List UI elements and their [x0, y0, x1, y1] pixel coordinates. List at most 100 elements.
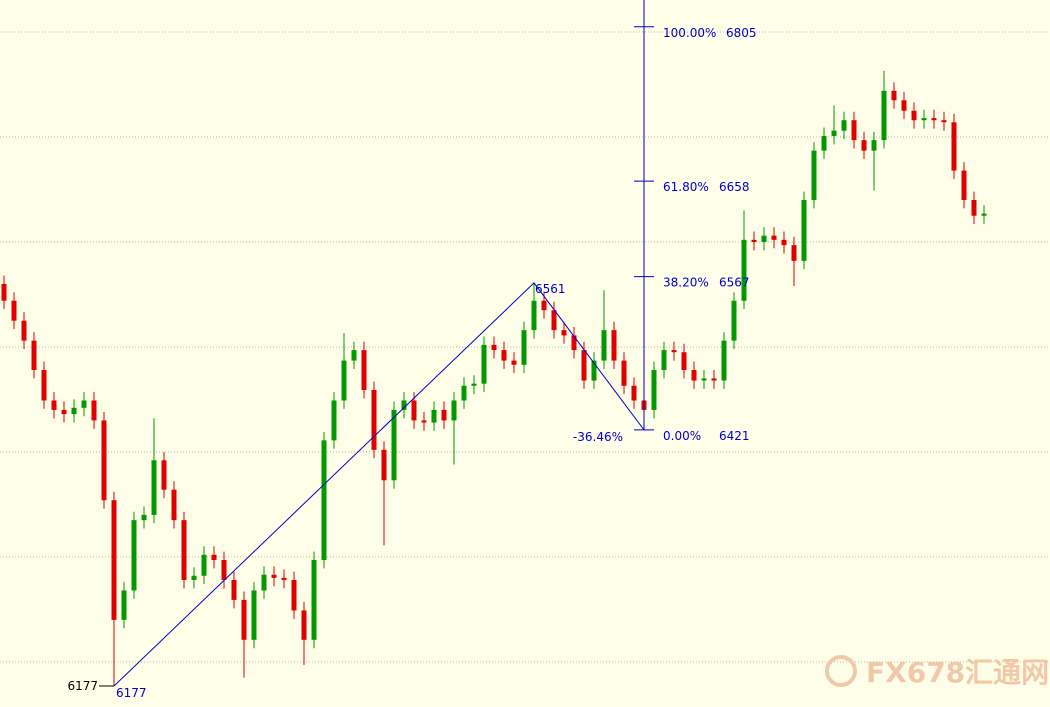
candle-body — [651, 370, 657, 410]
candle-body — [41, 370, 47, 401]
candle-body — [931, 118, 937, 121]
candle-body — [341, 360, 347, 401]
candle-body — [291, 579, 297, 611]
candle-body — [781, 239, 787, 246]
candle-body — [141, 514, 147, 521]
candle-body — [501, 350, 507, 361]
pivot-low-label: 6177 — [116, 686, 147, 700]
candle-body — [191, 575, 197, 580]
candle-body — [491, 344, 497, 351]
candle-body — [311, 560, 317, 640]
candle-body — [121, 590, 127, 620]
candle-body — [761, 235, 767, 242]
candle-body — [521, 330, 527, 365]
candle-body — [171, 489, 177, 521]
candle-body — [911, 110, 917, 121]
candle-body — [101, 420, 107, 501]
candle-body — [391, 409, 397, 481]
candle-body — [691, 370, 697, 381]
candle-body — [231, 579, 237, 600]
fib-level-price: 6421 — [719, 429, 750, 443]
candle-body — [131, 520, 137, 591]
candle-body — [461, 385, 467, 401]
candle-body — [431, 409, 437, 423]
candle-body — [661, 350, 667, 371]
candle-body — [451, 400, 457, 421]
candle-body — [241, 599, 247, 640]
candle-body — [631, 385, 637, 401]
candle-body — [91, 400, 97, 421]
watermark: FX678汇通网 — [866, 656, 1049, 689]
candle-body — [551, 310, 557, 331]
candle-body — [711, 378, 717, 381]
fib-level-price: 6567 — [719, 276, 750, 290]
candle-body — [531, 300, 537, 331]
candle-body — [21, 320, 27, 341]
candle-body — [1, 283, 7, 301]
candle-body — [351, 350, 357, 361]
candle-body — [251, 590, 257, 640]
candle-body — [541, 300, 547, 311]
candle-body — [81, 400, 87, 408]
fib-level-ratio: 38.20% — [663, 276, 709, 290]
candle-body — [301, 610, 307, 640]
candle-body — [561, 330, 567, 336]
candle-body — [811, 150, 817, 200]
candle-body — [111, 500, 117, 620]
fib-level-price: 6658 — [719, 180, 750, 194]
candle-body — [361, 350, 367, 390]
candle-body — [971, 199, 977, 216]
candle-body — [701, 378, 707, 381]
candle-body — [881, 90, 887, 141]
candle-body — [921, 118, 927, 121]
candle-body — [871, 140, 877, 151]
candle-body — [831, 130, 837, 136]
candle-body — [621, 360, 627, 386]
candle-body — [381, 449, 387, 481]
pivot-low-price-label: 6177 — [67, 679, 98, 693]
fib-level-ratio: 61.80% — [663, 180, 709, 194]
candle-body — [801, 199, 807, 261]
candle-body — [161, 460, 167, 490]
candle-body — [901, 100, 907, 111]
fib-trend-line — [113, 282, 645, 687]
candle-body — [601, 330, 607, 361]
candle-body — [471, 383, 477, 386]
candle-body — [201, 554, 207, 576]
candle-body — [591, 360, 597, 381]
candle-body — [31, 340, 37, 371]
candle-body — [261, 574, 267, 591]
candle-body — [611, 330, 617, 361]
candle-body — [401, 400, 407, 410]
candle-body — [221, 560, 227, 580]
fib-level-ratio: 100.00% — [663, 26, 716, 40]
candle-body — [271, 574, 277, 578]
candle-body — [571, 335, 577, 351]
candle-body — [61, 409, 67, 415]
candle-body — [941, 120, 947, 123]
candle-body — [331, 400, 337, 441]
candle-body — [731, 300, 737, 341]
candle-body — [151, 460, 157, 515]
candle-body — [71, 407, 77, 415]
candle-body — [11, 300, 17, 321]
candle-body — [511, 360, 517, 365]
watermark-logo — [825, 655, 857, 687]
candle-body — [951, 122, 957, 171]
candle-body — [961, 170, 967, 200]
candle-body — [481, 344, 487, 384]
candle-body — [751, 239, 757, 242]
fib-level-ratio: 0.00% — [663, 429, 701, 443]
pivot-high-label: 6561 — [535, 282, 566, 296]
candle-body — [741, 239, 747, 301]
fib-extension: -36.46% — [573, 430, 623, 444]
candle-body — [821, 135, 827, 151]
candle-body — [441, 409, 447, 421]
candle-body — [321, 440, 327, 561]
candle-body — [771, 235, 777, 240]
candle-body — [371, 389, 377, 450]
candle-body — [681, 352, 687, 371]
candle-body — [891, 90, 897, 101]
